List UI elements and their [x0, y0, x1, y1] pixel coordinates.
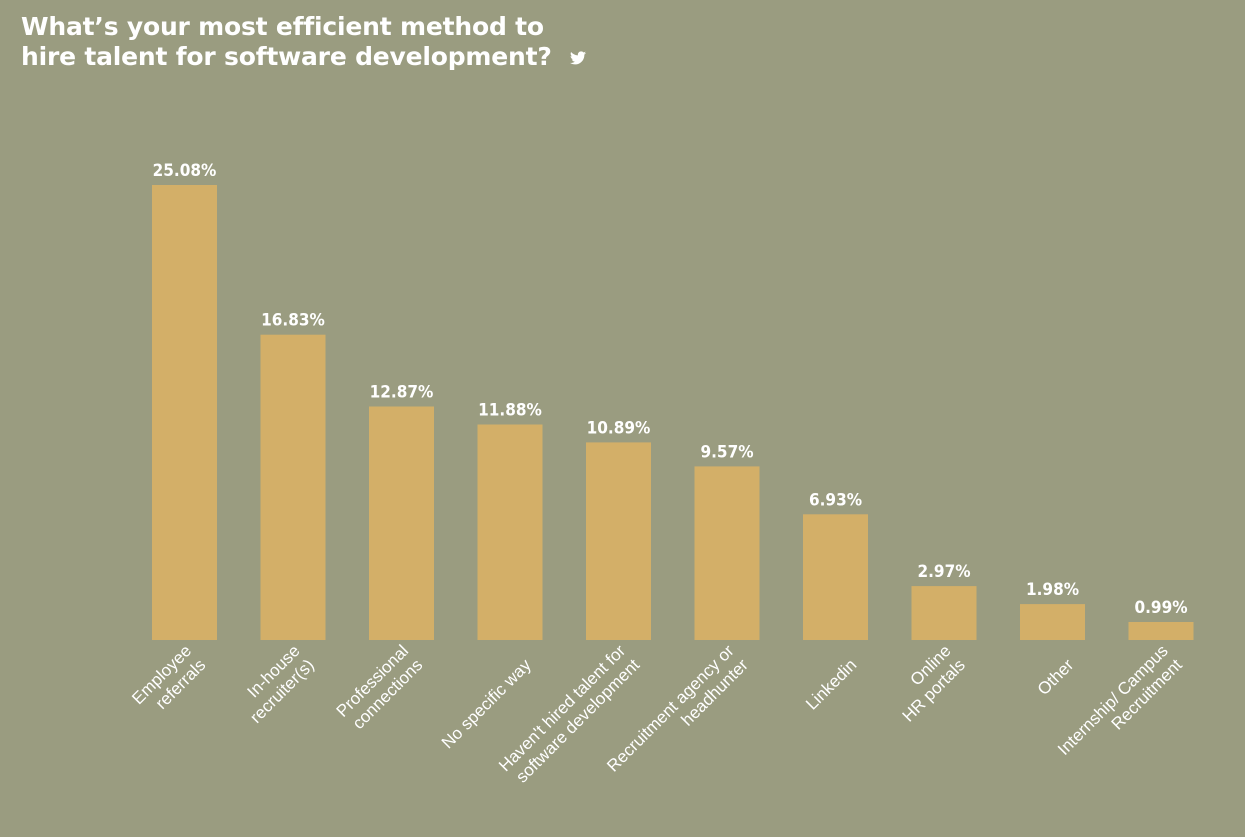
bar-8 [1020, 604, 1085, 640]
chart-title: What’s your most efficient method to hir… [21, 12, 586, 72]
category-label-6-line-0: Linkedin [802, 655, 860, 713]
category-label-6: Linkedin [802, 655, 860, 713]
category-label-8-line-0: Other [1034, 655, 1078, 699]
value-label-3: 11.88% [478, 401, 542, 421]
bar-7 [911, 586, 977, 640]
value-label-0: 25.08% [153, 161, 217, 181]
bar-4 [586, 442, 651, 640]
bar-3 [477, 424, 543, 640]
value-label-2: 12.87% [370, 383, 434, 403]
value-label-4: 10.89% [587, 418, 651, 438]
value-label-8: 1.98% [1026, 580, 1079, 600]
chart-title-line-2: hire talent for software development? [21, 42, 586, 72]
bar-1 [260, 334, 326, 640]
bar-2 [369, 406, 434, 640]
bar-5 [694, 466, 760, 640]
bar-9 [1128, 622, 1194, 640]
bar-6 [803, 514, 868, 640]
twitter-icon[interactable] [569, 51, 586, 65]
category-label-8: Other [1034, 655, 1078, 699]
bar-0 [152, 185, 217, 640]
value-label-1: 16.83% [261, 311, 325, 331]
value-label-5: 9.57% [700, 442, 753, 462]
value-label-7: 2.97% [917, 562, 970, 582]
chart-title-line-1: What’s your most efficient method to [21, 12, 544, 41]
chart-title-line-2-text: hire talent for software development? [21, 42, 552, 71]
value-label-6: 6.93% [809, 490, 862, 510]
value-label-9: 0.99% [1134, 598, 1187, 618]
